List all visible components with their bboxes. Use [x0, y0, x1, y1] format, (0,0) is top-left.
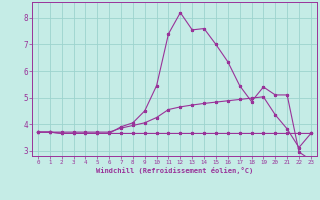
X-axis label: Windchill (Refroidissement éolien,°C): Windchill (Refroidissement éolien,°C): [96, 167, 253, 174]
